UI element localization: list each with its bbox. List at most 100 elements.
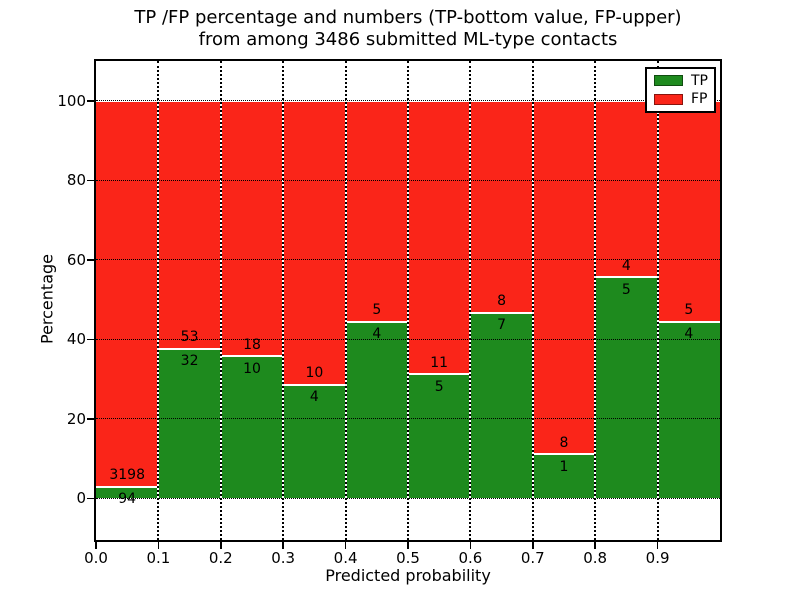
- x-tick-label: 0.5: [396, 549, 420, 567]
- tp-bar-segment: [470, 312, 533, 499]
- fp-count-label: 5: [372, 302, 382, 319]
- y-tick: [87, 259, 94, 261]
- fp-count-label: 10: [305, 365, 324, 382]
- x-tick-label: 0.3: [271, 549, 296, 567]
- fp-bar-segment: [595, 100, 658, 278]
- gridline-horizontal: [96, 418, 720, 419]
- tp-count-label: 94: [118, 491, 137, 508]
- chart-title-line-2: from among 3486 submitted ML-type contac…: [198, 29, 618, 50]
- bar-stack-divider: [595, 276, 658, 279]
- bar-stack-divider: [283, 383, 346, 386]
- bar-stack-divider: [220, 355, 284, 358]
- fp-count-label: 18: [243, 336, 261, 353]
- y-tick: [87, 497, 94, 499]
- x-tick: [407, 542, 409, 549]
- gridline-vertical: [594, 61, 597, 540]
- fp-bar-segment: [96, 100, 159, 487]
- x-tick: [532, 542, 534, 549]
- bar-stack-divider: [96, 485, 159, 488]
- bar-stack-divider: [470, 311, 533, 314]
- gridline-horizontal: [96, 179, 720, 181]
- y-tick-label: 40: [66, 330, 86, 349]
- legend: TP FP: [645, 67, 716, 113]
- y-tick: [87, 418, 94, 420]
- gridline-vertical: [344, 61, 347, 540]
- tp-bar-segment: [595, 277, 658, 499]
- fp-bar-segment: [345, 100, 408, 322]
- fp-count-label: 4: [621, 257, 631, 274]
- x-tick-label: 0.0: [84, 549, 108, 567]
- gridline-horizontal: [96, 338, 720, 340]
- x-tick: [469, 542, 472, 549]
- bar-stack-divider: [657, 320, 720, 323]
- x-tick-label: 0.9: [645, 549, 670, 567]
- x-tick: [282, 542, 284, 549]
- x-axis-title: Predicted probability: [325, 566, 491, 585]
- y-tick-label: 0: [76, 489, 86, 508]
- y-tick: [87, 179, 94, 181]
- tp-count-label: 7: [497, 317, 507, 334]
- legend-tp-label: TP: [691, 72, 708, 89]
- tp-bar-segment: [283, 384, 346, 499]
- gridline-horizontal: [96, 497, 720, 499]
- tp-count-label: 4: [684, 326, 694, 343]
- fp-count-label: 53: [180, 329, 199, 346]
- tp-count-label: 10: [243, 360, 261, 377]
- y-tick-label: 20: [66, 409, 86, 428]
- y-tick-label: 60: [66, 250, 86, 269]
- gridline-vertical: [282, 61, 285, 540]
- x-tick: [656, 542, 659, 549]
- tp-count-label: 5: [434, 378, 444, 395]
- legend-fp-swatch-icon: [654, 93, 683, 105]
- tp-bar-segment: [96, 486, 159, 499]
- tp-count-label: 32: [180, 353, 199, 370]
- fp-bar-segment: [283, 100, 346, 385]
- legend-item-tp: TP: [654, 74, 714, 88]
- gridline-vertical: [219, 61, 222, 540]
- fp-bar-segment: [470, 100, 533, 313]
- gridline-vertical: [531, 61, 534, 540]
- fp-bar-segment: [657, 100, 720, 322]
- gridline-horizontal: [96, 100, 720, 101]
- bar-stack-divider: [408, 373, 471, 376]
- bar-stack-divider: [532, 453, 596, 456]
- fp-count-label: 3198: [109, 467, 146, 484]
- tp-bar-segment: [532, 454, 596, 499]
- tp-count-label: 4: [309, 389, 319, 406]
- legend-fp-label: FP: [691, 91, 708, 108]
- x-tick: [95, 542, 97, 549]
- bar-stack-divider: [345, 320, 408, 323]
- tp-count-label: 1: [559, 458, 569, 475]
- x-tick-label: 0.1: [146, 549, 171, 567]
- y-tick-label: 80: [66, 171, 86, 190]
- x-tick: [220, 542, 222, 549]
- tp-bar-segment: [345, 321, 408, 499]
- x-tick-label: 0.7: [520, 549, 545, 567]
- y-tick-label: 100: [57, 91, 86, 110]
- bar-stack-divider: [158, 347, 221, 350]
- x-tick-label: 0.8: [583, 549, 608, 567]
- tp-bar-segment: [408, 374, 471, 499]
- legend-tp-swatch-icon: [654, 75, 683, 87]
- x-tick-label: 0.4: [333, 549, 358, 567]
- fp-count-label: 5: [684, 302, 694, 319]
- gridline-horizontal: [96, 259, 720, 260]
- tp-bar-segment: [158, 348, 221, 499]
- fp-count-label: 11: [430, 354, 449, 371]
- legend-item-fp: FP: [654, 92, 714, 106]
- fp-bar-segment: [408, 100, 471, 375]
- y-tick: [87, 100, 94, 102]
- gridline-vertical: [157, 61, 160, 540]
- fp-count-label: 8: [497, 293, 507, 310]
- fp-bar-segment: [220, 100, 284, 357]
- x-tick-label: 0.2: [208, 549, 233, 567]
- y-tick: [87, 338, 94, 340]
- chart-title: TP /FP percentage and numbers (TP-bottom…: [96, 7, 720, 51]
- gridline-vertical: [469, 61, 472, 540]
- x-tick: [594, 542, 596, 549]
- fp-count-label: 8: [559, 434, 569, 451]
- x-tick: [157, 542, 160, 549]
- gridline-vertical: [656, 61, 659, 540]
- tp-count-label: 5: [621, 281, 631, 298]
